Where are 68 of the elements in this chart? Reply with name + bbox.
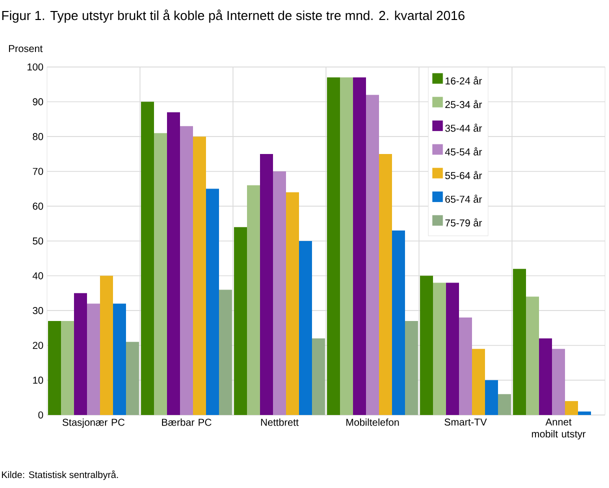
- bar: [472, 348, 486, 415]
- bar: [405, 321, 418, 415]
- chart-title: Figur 1. Type utstyr brukt til å koble på Internett de siste tre mnd. 2. kvartal 2016: [2, 10, 464, 23]
- legend-label: 75-79 år: [445, 218, 482, 226]
- bar: [206, 188, 220, 415]
- bar: [247, 185, 260, 415]
- bar: [513, 268, 526, 415]
- y-tick-label: 70: [32, 168, 44, 175]
- bar: [61, 321, 74, 415]
- bar: [74, 293, 88, 415]
- bar: [327, 77, 340, 415]
- y-tick-label: 90: [32, 98, 44, 106]
- bar: [234, 227, 248, 415]
- text: Kilde: Statistisk sentralbyrå.: [2, 470, 118, 480]
- bar: [48, 321, 62, 415]
- bar: [100, 276, 114, 415]
- bar: [299, 240, 312, 415]
- bar: [273, 171, 286, 415]
- bar: [126, 342, 140, 415]
- bar: [113, 304, 126, 415]
- y-tick-label: 0: [38, 411, 44, 419]
- bar: [392, 230, 406, 415]
- bar: [539, 338, 552, 415]
- bar: [446, 282, 460, 415]
- bar: [565, 401, 578, 415]
- legend-label: 16-24 år: [446, 76, 482, 84]
- y-tick-label: 80: [32, 133, 44, 140]
- y-tick-label: 20: [32, 342, 44, 349]
- bar: [260, 154, 274, 415]
- legend-label: 25-34 år: [445, 100, 482, 108]
- legend-label: 65-74 år: [445, 194, 482, 203]
- x-tick-label: Stasjonær PC: [62, 418, 125, 428]
- legend-label: 45-54 år: [445, 147, 482, 156]
- x-tick-label: Nettbrett: [261, 418, 299, 426]
- x-tick-label: Smart-TV: [444, 418, 487, 426]
- y-tick-label: 100: [28, 63, 44, 71]
- bar: [87, 304, 100, 415]
- bar: [366, 94, 380, 415]
- bar: [167, 112, 180, 415]
- bar: [154, 133, 168, 415]
- bar: [552, 348, 566, 415]
- bar: [219, 290, 232, 415]
- legend-label: 55-64 år: [445, 170, 482, 180]
- bar: [141, 102, 154, 415]
- bar: [485, 380, 498, 415]
- bar: [353, 77, 366, 415]
- bar: [379, 154, 392, 415]
- x-tick-label: Mobiltelefon: [346, 418, 399, 426]
- bar: [433, 282, 446, 415]
- bar: [312, 338, 326, 415]
- bar: [526, 296, 540, 415]
- y-tick-label: 40: [32, 272, 44, 280]
- bar: [286, 192, 300, 415]
- x-tick-label: Annet mobilt utstyr: [532, 418, 586, 440]
- y-axis-title: Prosent: [9, 45, 43, 52]
- legend-label: 35-44 år: [445, 124, 482, 132]
- y-tick-label: 30: [32, 307, 44, 314]
- y-tick-label: 10: [33, 376, 44, 384]
- y-tick-label: 60: [32, 202, 44, 210]
- bar: [180, 126, 194, 415]
- bar: [498, 394, 512, 415]
- y-tick-label: 50: [32, 237, 44, 245]
- x-tick-label: Bærbar PC: [162, 418, 212, 426]
- bar: [578, 412, 592, 415]
- bar: [459, 318, 472, 415]
- bar: [340, 77, 354, 415]
- bar: [193, 136, 206, 415]
- bar: [420, 276, 434, 415]
